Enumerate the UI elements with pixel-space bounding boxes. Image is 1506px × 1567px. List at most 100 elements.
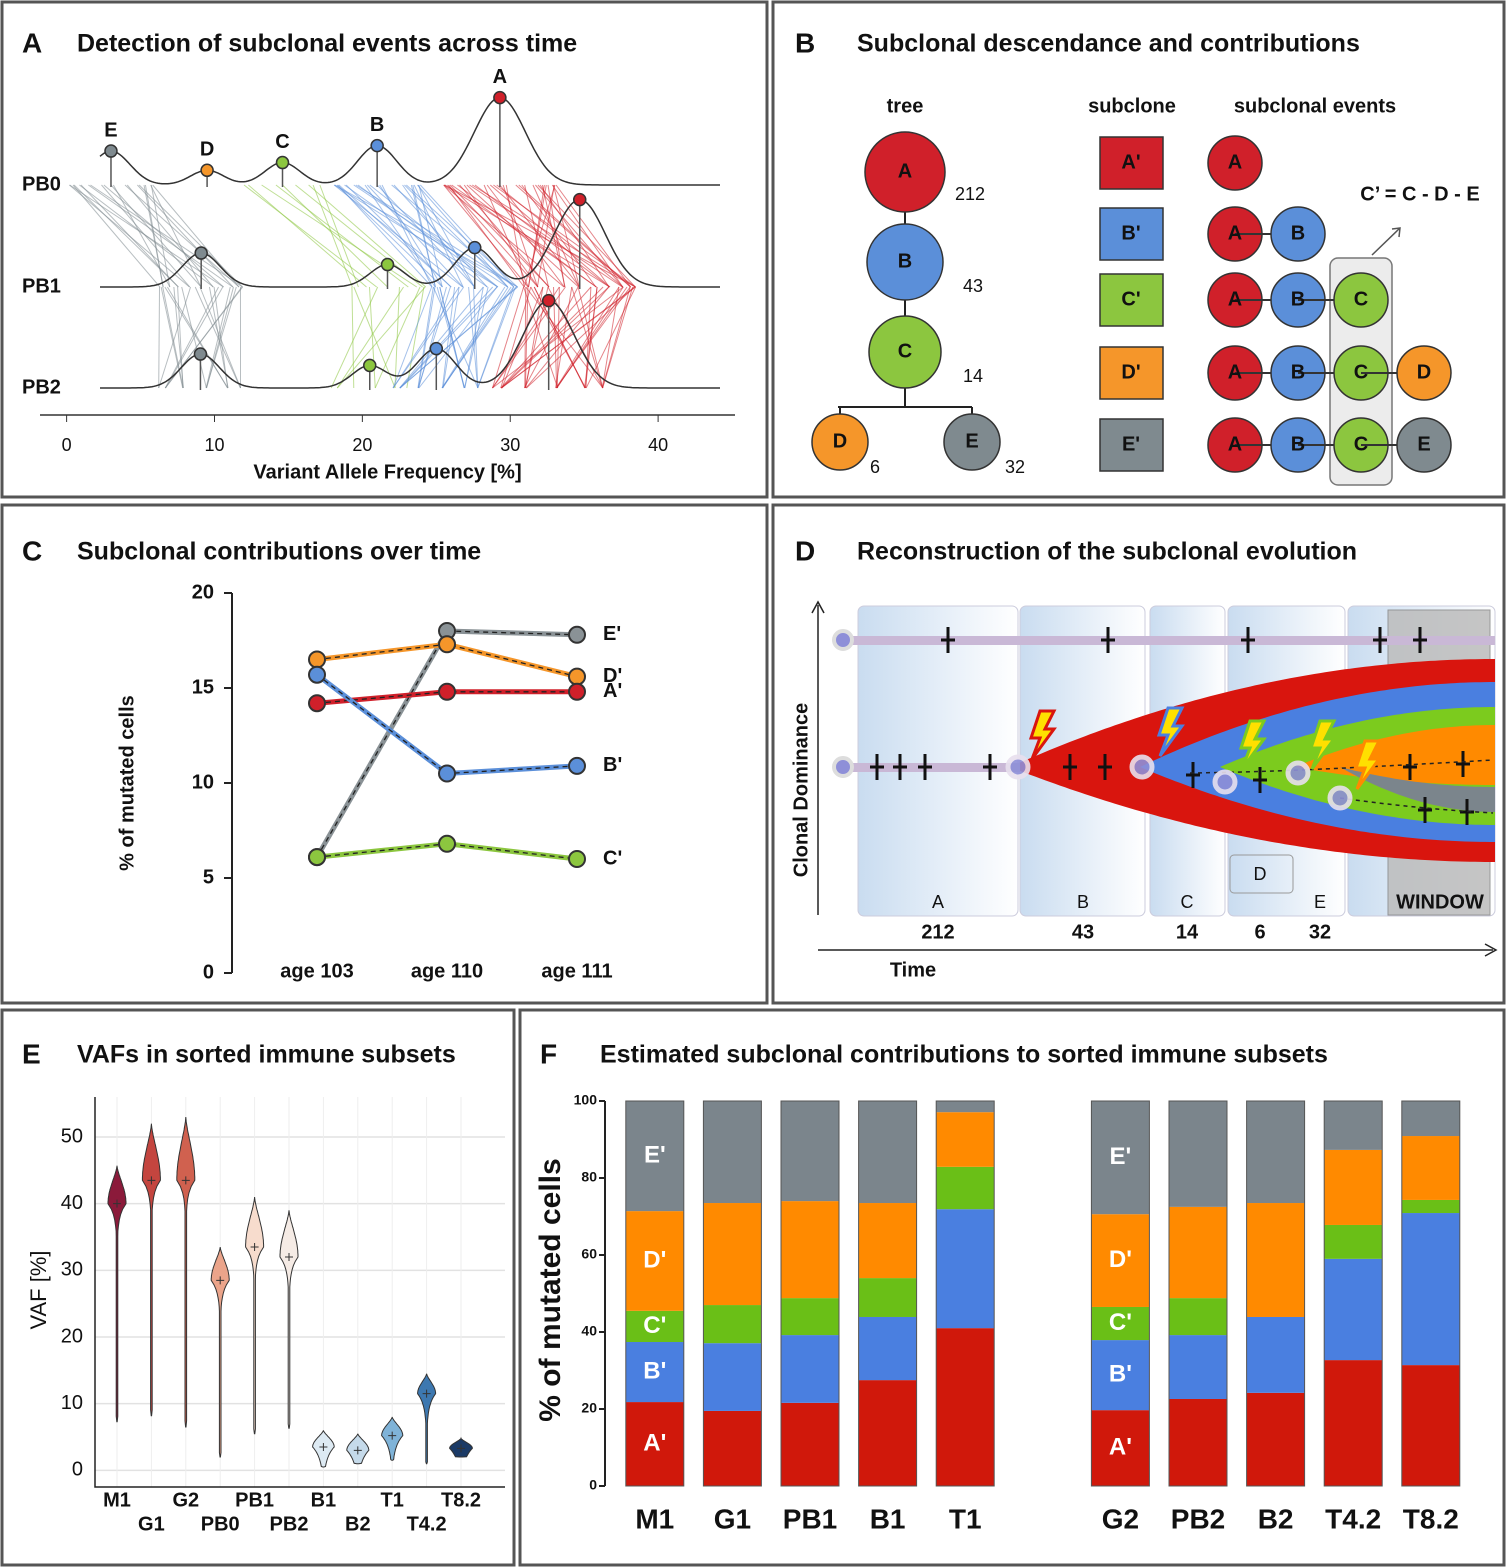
panel-frame [0,1008,516,1567]
x-axis-label: Variant Allele Frequency [%] [253,461,521,483]
event-node [1396,345,1452,401]
y-axis-label: % of mutated cells [534,1158,567,1421]
link [312,184,353,288]
link [439,286,465,389]
violin-median [216,1276,225,1285]
bar-segment [1169,1101,1227,1207]
link [555,184,632,288]
x-axis-label: Time [890,959,936,981]
mutation-tick [1403,754,1417,780]
event-label: B [1291,361,1305,383]
link [442,286,460,389]
tree-node [811,413,869,471]
x-tick-label: PB2 [1171,1503,1225,1534]
link [443,184,529,288]
link [319,184,359,288]
mutation-tick [1098,754,1112,780]
x-tick-label: M1 [635,1503,674,1534]
event-label: A [1228,222,1242,244]
link [521,184,597,288]
event-label: B [1291,222,1305,244]
bar-segment [1324,1360,1383,1486]
link [336,286,426,389]
bar-segment [625,1402,684,1486]
panel-title: VAFs in sorted immune subsets [77,1041,456,1069]
link [523,184,556,288]
event-node [1333,272,1389,328]
event-bolt [1156,706,1185,757]
event-node [1396,417,1452,473]
phase-label: D [1254,864,1267,884]
peak-marker [380,257,395,272]
axes [811,600,1498,957]
link [364,184,436,288]
segment-label: A' [1109,1433,1132,1460]
axes [94,1097,505,1488]
link [369,184,499,288]
bar-segment [1401,1136,1460,1200]
bar-segment [1169,1298,1227,1336]
x-tick-label: B1 [870,1503,906,1534]
phase-label: A [932,892,944,912]
bar-segment [1246,1316,1305,1393]
y-tick-label: 50 [61,1125,83,1147]
x-tick-label: T8.2 [1403,1503,1459,1534]
link [368,286,376,389]
link [158,286,192,389]
y-tick-label: 80 [581,1169,597,1185]
violin-median [181,1176,190,1185]
bar-segment [1246,1203,1305,1317]
y-tick-label: 40 [61,1192,83,1214]
bar-segment [625,1101,684,1212]
x-tick-label: T8.2 [441,1489,481,1511]
bar-segment [858,1380,917,1486]
violin-median [113,1199,121,1208]
link [399,286,518,389]
node-label: E [965,430,978,452]
peak-label: A [493,66,507,88]
link [80,184,179,288]
x-tick-label: PB0 [201,1513,240,1535]
link [555,286,620,389]
bar-segment [1091,1306,1150,1341]
panel-title: Estimated subclonal contributions to sor… [600,1041,1328,1069]
peak-marker [467,240,482,255]
link [432,286,479,389]
violin-median [353,1446,362,1455]
link [282,184,388,288]
event-bolt [1353,739,1382,790]
link [392,286,433,389]
link [162,286,184,389]
mutation-tick [1460,799,1474,825]
link [406,184,518,288]
bar-segment [1091,1214,1150,1307]
x-tick-label: 0 [62,435,72,455]
link [500,286,604,389]
bar-segment [1401,1213,1460,1366]
phase-count: 6 [1254,921,1265,943]
panel-letter: F [540,1038,557,1069]
link [489,184,611,288]
violin-body [245,1196,265,1435]
y-tick-label: 5 [203,866,214,888]
bar-segment [703,1343,762,1411]
bar-outline [1168,1100,1228,1487]
bar-segment [703,1203,762,1306]
bar-segment [936,1112,995,1167]
mutation-tick [1373,627,1387,653]
node-count: 43 [963,276,983,296]
link [547,184,566,288]
tree-node [866,223,944,301]
link [500,286,592,389]
peak-marker [541,293,556,308]
link [248,184,367,288]
panel-frame [0,0,769,499]
link [417,184,509,288]
bar-segment [1324,1224,1383,1259]
x-tick-label: G2 [1102,1503,1139,1534]
violin-body [107,1165,127,1423]
event-bolt [1308,719,1337,770]
link [112,184,171,288]
link [243,184,377,288]
x-tick-label: B2 [345,1513,371,1535]
